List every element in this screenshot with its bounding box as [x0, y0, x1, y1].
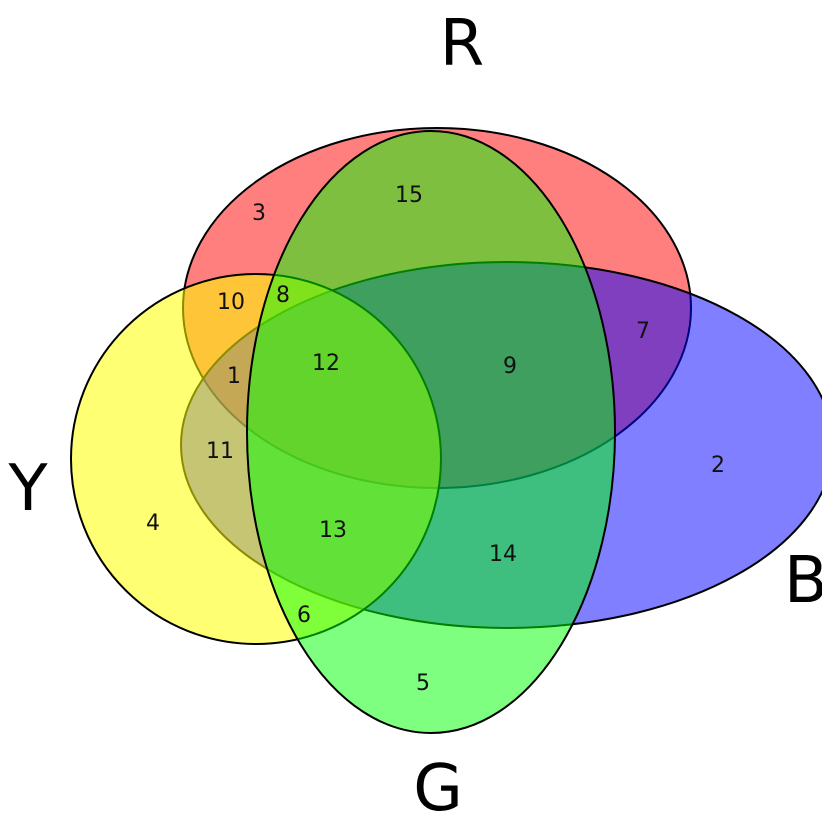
- region-label-10: 10: [217, 290, 245, 315]
- region-label-3: 3: [252, 201, 266, 226]
- region-label-13: 13: [319, 518, 347, 543]
- set-label-r: R: [440, 7, 484, 81]
- region-label-12: 12: [312, 351, 340, 376]
- set-label-b: B: [784, 544, 822, 618]
- region-label-9: 9: [503, 354, 517, 379]
- region-label-2: 2: [711, 453, 725, 478]
- region-label-6: 6: [297, 603, 311, 628]
- region-label-4: 4: [146, 511, 160, 536]
- set-g-ellipse: [246, 130, 616, 734]
- region-label-7: 7: [636, 319, 650, 344]
- region-label-8: 8: [276, 283, 290, 308]
- set-label-g: G: [413, 752, 463, 814]
- region-label-11: 11: [206, 439, 234, 464]
- region-label-15: 15: [395, 183, 423, 208]
- set-label-y: Y: [7, 452, 48, 526]
- region-label-5: 5: [416, 671, 430, 696]
- region-label-14: 14: [489, 542, 517, 567]
- region-label-1: 1: [227, 364, 241, 389]
